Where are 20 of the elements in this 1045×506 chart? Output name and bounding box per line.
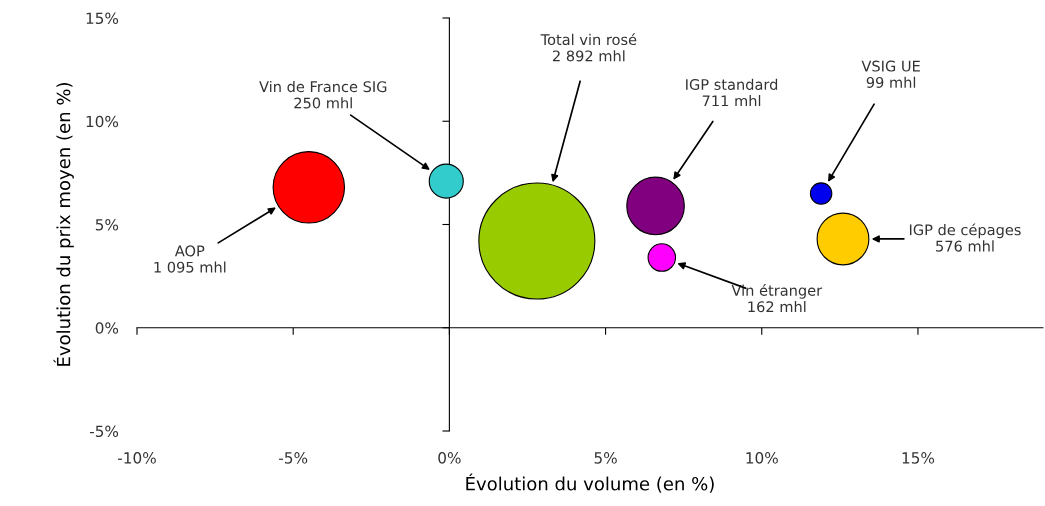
annotation: Vin de France SIG 250 mhl — [259, 80, 387, 109]
y-axis-title: Évolution du prix moyen (en %) — [53, 83, 74, 366]
x-tick-label: 15% — [902, 452, 935, 464]
x-tick-label: 0% — [438, 452, 461, 464]
annotation: Vin étranger 162 mhl — [731, 284, 823, 313]
y-tick-label: 5% — [95, 218, 119, 231]
y-tick-label: 0% — [95, 322, 119, 334]
x-tick-label: 5% — [594, 452, 617, 464]
x-tick-label: -10% — [118, 452, 156, 464]
x-axis-title: Évolution du volume (en %) — [466, 473, 714, 493]
x-tick-label: -5% — [279, 452, 308, 464]
y-tick-label: 10% — [86, 115, 119, 128]
x-tick-label: 10% — [746, 452, 778, 464]
y-tick-label: -5% — [89, 425, 119, 438]
annotation: Total vin rosé 2 892 mhl — [540, 33, 637, 62]
annotation: IGP standard 711 mhl — [686, 78, 778, 107]
annotation: IGP de cépages 576 mhl — [909, 223, 1021, 252]
y-tick-label: 15% — [86, 12, 119, 25]
annotation: VSIG UE 99 mhl — [861, 60, 920, 88]
annotation: AOP 1 095 mhl — [154, 245, 226, 273]
